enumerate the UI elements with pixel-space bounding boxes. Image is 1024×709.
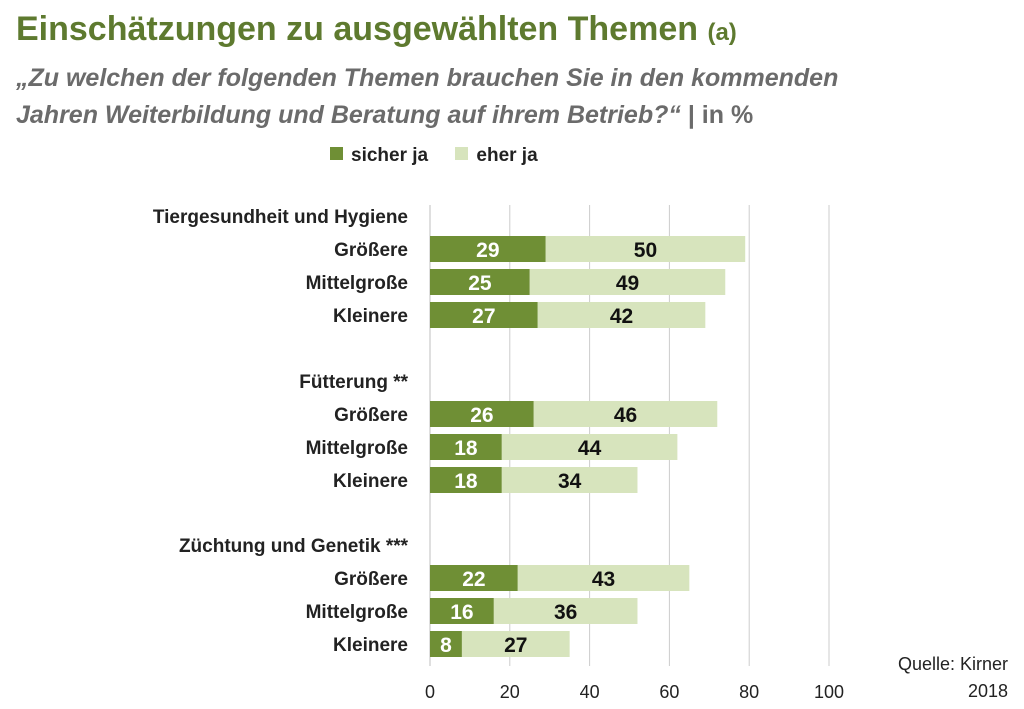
x-tick-label-0: 0: [425, 682, 435, 702]
legend-item-eher-ja: eher ja: [455, 145, 538, 167]
category-label: Kleinere: [333, 635, 408, 656]
x-tick-label-60: 60: [659, 682, 679, 702]
subtitle-unit: in %: [701, 101, 754, 129]
category-label: Mittelgroße: [306, 602, 408, 623]
bar-sicher-ja: [430, 565, 518, 591]
bar-eher-ja: [537, 302, 706, 328]
category-label: Kleinere: [333, 306, 408, 327]
bar-sicher-ja: [430, 269, 530, 295]
data-label-eher-ja: 49: [616, 272, 639, 295]
x-tick-label-100: 100: [814, 682, 844, 702]
bar-sicher-ja: [430, 434, 502, 460]
bar-eher-ja: [493, 598, 638, 624]
data-label-sicher-ja: 29: [476, 239, 499, 262]
legend-item-sicher-ja: sicher ja: [330, 145, 428, 167]
bar-eher-ja: [529, 269, 726, 295]
bar-eher-ja: [517, 565, 690, 591]
bar-eher-ja: [533, 401, 718, 427]
legend-swatch-eher-ja: [455, 147, 469, 161]
bar-sicher-ja: [430, 598, 494, 624]
legend: sicher ja eher ja: [330, 145, 560, 167]
legend-label-sicher-ja: sicher ja: [351, 145, 429, 166]
chart-title-text: Einschätzungen zu ausgewählten Themen: [16, 10, 698, 48]
bar-eher-ja: [501, 434, 678, 460]
source-line-1: Quelle: Kirner: [897, 654, 1008, 674]
data-label-sicher-ja: 8: [440, 634, 452, 657]
data-label-eher-ja: 42: [610, 305, 633, 328]
x-tick-label-40: 40: [580, 682, 600, 702]
x-tick-label-20: 20: [500, 682, 520, 702]
category-label: Mittelgroße: [306, 273, 408, 294]
bar-sicher-ja: [430, 401, 534, 427]
data-label-sicher-ja: 16: [450, 601, 473, 624]
bar-eher-ja: [545, 236, 746, 262]
x-tick-label-80: 80: [739, 682, 759, 702]
category-label: Kleinere: [333, 471, 408, 492]
legend-label-eher-ja: eher ja: [476, 145, 538, 166]
data-label-eher-ja: 50: [634, 239, 657, 262]
data-label-sicher-ja: 26: [470, 404, 493, 427]
subtitle-separator: |: [680, 101, 702, 129]
source-note: Quelle: Kirner 2018: [878, 651, 1008, 705]
subtitle-line-2: Jahren Weiterbildung und Beratung auf ih…: [16, 97, 976, 134]
data-label-sicher-ja: 18: [454, 470, 478, 493]
legend-swatch-sicher-ja: [330, 147, 343, 161]
bar-sicher-ja: [430, 302, 538, 328]
subtitle-line-1: „Zu welchen der folgenden Themen brauche…: [16, 64, 839, 92]
source-line-2: 2018: [967, 681, 1008, 701]
data-label-sicher-ja: 27: [472, 305, 495, 328]
subtitle-question-end: Jahren Weiterbildung und Beratung auf ih…: [16, 101, 681, 129]
bar-eher-ja: [461, 631, 570, 657]
bar-sicher-ja: [430, 631, 462, 657]
chart-title: Einschätzungen zu ausgewählten Themen (a…: [16, 10, 737, 49]
bar-sicher-ja: [430, 467, 502, 493]
data-label-sicher-ja: 22: [462, 568, 485, 591]
group-label: Fütterung **: [299, 372, 408, 393]
category-label: Größere: [334, 405, 408, 426]
chart-subtitle: „Zu welchen der folgenden Themen brauche…: [16, 60, 976, 134]
data-label-eher-ja: 36: [554, 601, 577, 624]
data-label-eher-ja: 34: [558, 470, 582, 493]
data-label-eher-ja: 44: [578, 437, 602, 460]
data-label-sicher-ja: 25: [468, 272, 492, 295]
category-label: Mittelgroße: [306, 438, 408, 459]
bar-sicher-ja: [430, 236, 546, 262]
category-label: Größere: [334, 240, 408, 261]
bar-eher-ja: [501, 467, 638, 493]
data-label-eher-ja: 43: [592, 568, 615, 591]
category-label: Größere: [334, 569, 408, 590]
chart-title-suffix: (a): [707, 19, 737, 46]
data-label-sicher-ja: 18: [454, 437, 478, 460]
data-label-eher-ja: 46: [614, 404, 637, 427]
group-label: Züchtung und Genetik ***: [179, 536, 409, 557]
group-label: Tiergesundheit und Hygiene: [153, 207, 408, 228]
data-label-eher-ja: 27: [504, 634, 527, 657]
